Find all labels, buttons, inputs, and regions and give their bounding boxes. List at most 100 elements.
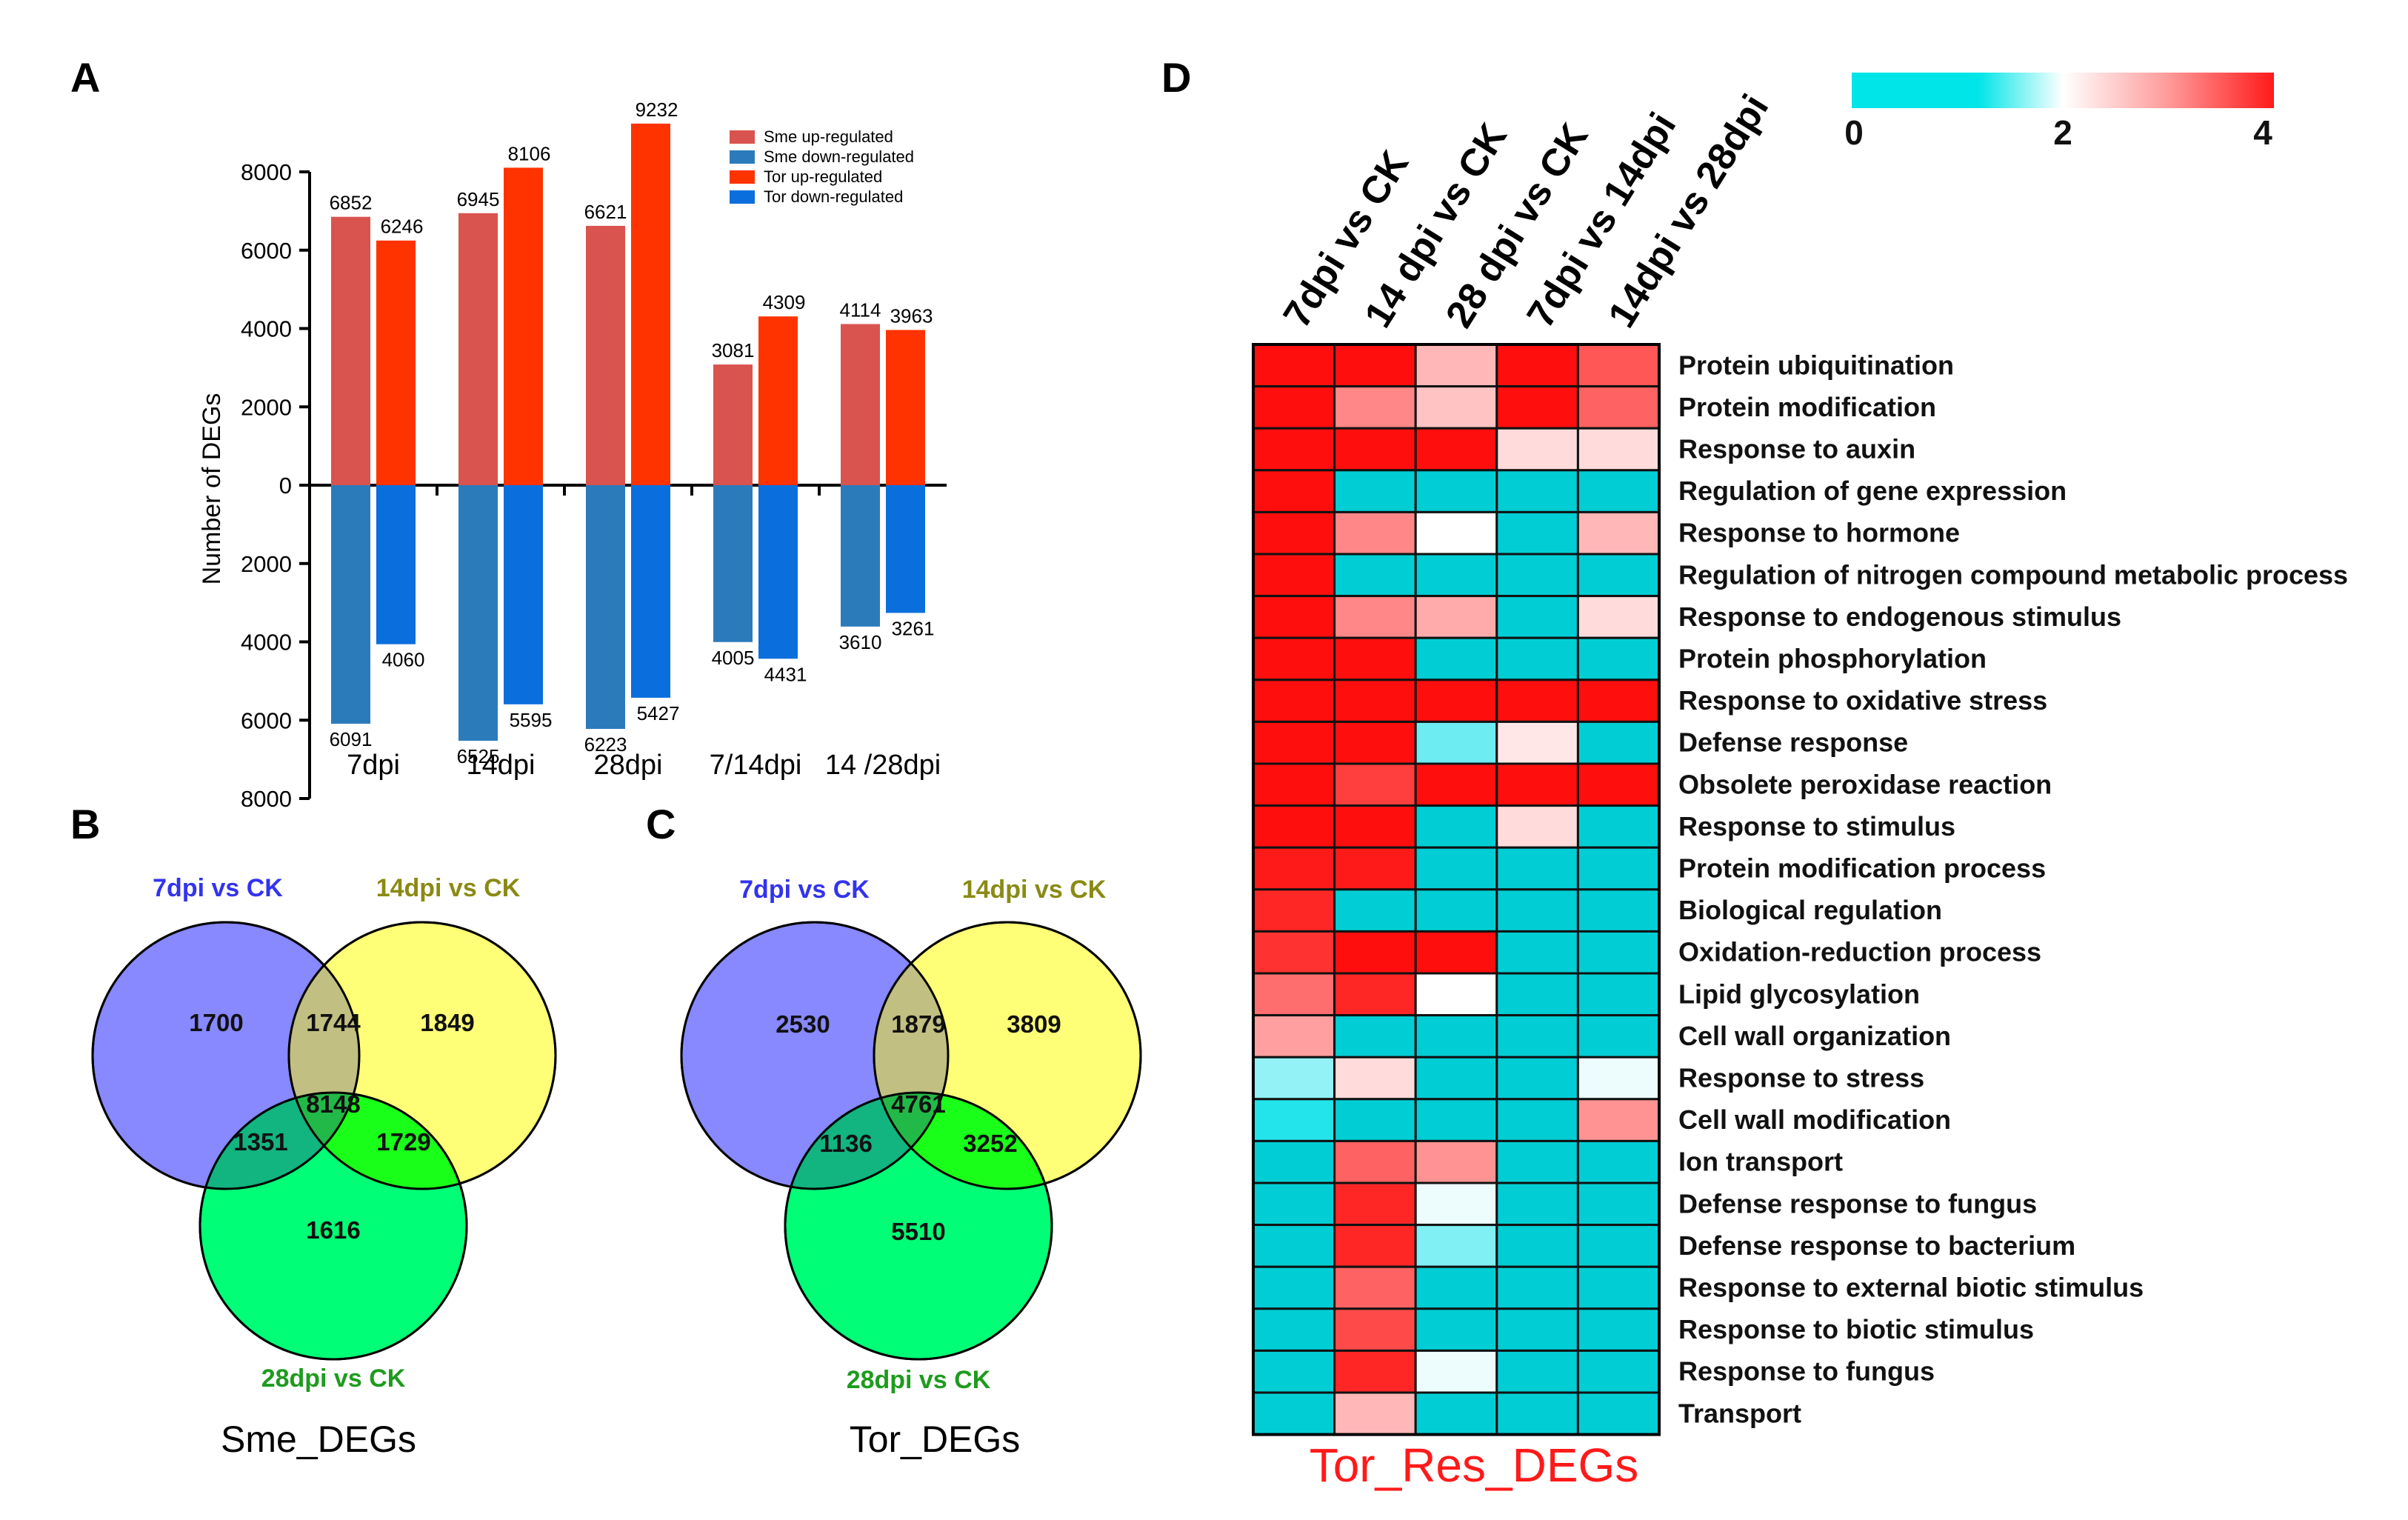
heatmap-cell (1252, 930, 1336, 975)
heatmap-cell (1414, 1056, 1498, 1101)
bar-sme-up (841, 324, 880, 485)
heatmap-cell (1414, 553, 1498, 598)
heatmap-cell (1576, 804, 1661, 849)
heatmap-row-label: Lipid glycosylation (1678, 979, 1920, 1009)
heatmap-row-label: Response to external biotic stimulus (1678, 1273, 2144, 1303)
heatmap-row-label: Transport (1678, 1398, 1801, 1428)
heatmap-cell (1576, 385, 1661, 430)
overlap-shape (289, 1093, 467, 1189)
heatmap-cell (1252, 553, 1336, 598)
panel-d-letter: D (1161, 54, 1191, 101)
heatmap-cell (1414, 469, 1498, 513)
heatmap-cell (1495, 595, 1579, 639)
panel-b-letter: B (70, 801, 100, 847)
heatmap-cell (1414, 427, 1498, 472)
heatmap-cell (1252, 888, 1336, 933)
heatmap-cell (1333, 1014, 1417, 1059)
heatmap-cell (1252, 1098, 1336, 1142)
heatmap-cell (1495, 469, 1579, 513)
heatmap-cell (1414, 846, 1498, 891)
heatmap-cell (1333, 343, 1417, 388)
heatmap-cell (1252, 720, 1336, 765)
overlap-shape (785, 1093, 948, 1189)
venn-c-only-7dpi: 2530 (776, 1010, 830, 1038)
heatmap-cell (1414, 1307, 1498, 1352)
heatmap-cell (1414, 720, 1498, 765)
heatmap-cell (1333, 1181, 1417, 1227)
heatmap-cell (1495, 343, 1579, 388)
bar-tor-up (631, 123, 670, 485)
overlap-7dpi-28dpi (200, 1093, 359, 1189)
heatmap-cell (1333, 1056, 1417, 1101)
heatmap-row-label: Response to fungus (1678, 1356, 1935, 1387)
heatmap-row-labels: Protein ubiquitination Protein modificati… (1678, 350, 2348, 1428)
legend-swatch (730, 190, 755, 204)
overlap-14dpi-28dpi (874, 1093, 1052, 1189)
heatmap-cell (1414, 930, 1498, 975)
heatmap-row-label: Response to stimulus (1678, 811, 1955, 841)
heatmap-cell (1576, 762, 1661, 807)
venn-b-all-three: 8148 (306, 1090, 360, 1118)
heatmap-cell (1495, 888, 1579, 933)
heatmap-cell (1576, 972, 1661, 1017)
venn-b-7dpi-28dpi: 1351 (233, 1128, 287, 1156)
y-tick-label: 4000 (241, 630, 292, 656)
heatmap-cell (1333, 1098, 1417, 1142)
venn-b-title: Sme_DEGs (221, 1419, 416, 1460)
heatmap-row-label: Cell wall modification (1678, 1104, 1951, 1135)
heatmap-cell (1495, 846, 1579, 891)
venn-b-label-14dpi: 14dpi vs CK (376, 874, 521, 902)
heatmap-cell (1495, 1265, 1579, 1310)
heatmap-cell (1495, 385, 1579, 430)
panel-a-letter: A (70, 54, 100, 101)
bar-tor-down (886, 485, 925, 613)
bar-tor-down (758, 485, 798, 659)
heatmap-cell (1333, 510, 1417, 556)
bar-sme-down (586, 485, 625, 730)
heatmap-cell (1414, 1265, 1498, 1310)
heatmap-row-label: Protein phosphorylation (1678, 644, 1987, 674)
heatmap-cell (1333, 469, 1417, 513)
heatmap-cell (1252, 469, 1336, 513)
bar-sme-up (586, 225, 625, 485)
overlap-shape (874, 1093, 1052, 1189)
heatmap-cell (1333, 595, 1417, 639)
heatmap-row-label: Oxidation-reduction process (1678, 937, 2041, 967)
heatmap-cell (1414, 972, 1498, 1017)
heatmap-cell (1495, 1181, 1579, 1227)
heatmap-row-label: Defense response (1678, 727, 1908, 758)
heatmap-cell (1414, 1391, 1498, 1436)
heatmap-row-label: Defense response to bacterium (1678, 1230, 2075, 1261)
heatmap-cell (1333, 720, 1417, 765)
heatmap-cell (1576, 679, 1661, 723)
bar-tor-down (376, 485, 416, 644)
heatmap-row-label: Cell wall organization (1678, 1021, 1951, 1051)
heatmap-cell (1252, 1391, 1336, 1436)
heatmap-cell (1333, 1224, 1417, 1268)
heatmap-row-label: Defense response to fungus (1678, 1188, 2037, 1219)
bar-label-sme-down: 4005 (712, 647, 755, 669)
heatmap-cell (1576, 469, 1661, 513)
heatmap-cells (1252, 343, 1661, 1436)
heatmap-row-label: Response to auxin (1678, 434, 1915, 464)
heatmap-cell (1252, 846, 1336, 891)
venn-c-label-28dpi: 28dpi vs CK (847, 1366, 991, 1394)
heatmap-cell (1414, 888, 1498, 933)
heatmap-cell (1252, 595, 1336, 639)
bar-label-tor-up: 4309 (763, 291, 806, 313)
heatmap-cell (1576, 595, 1661, 639)
bar-sme-down (458, 485, 498, 741)
heatmap-cell (1333, 972, 1417, 1017)
overlap-shape (200, 1093, 359, 1189)
bar-tor-up (504, 167, 543, 485)
bar-sme-down (713, 485, 753, 642)
heatmap-row-label: Protein modification process (1678, 853, 2046, 884)
legend-label: Sme up-regulated (764, 127, 893, 146)
heatmap-cell (1414, 762, 1498, 807)
venn-b-only-7dpi: 1700 (189, 1009, 243, 1036)
heatmap-cell (1333, 888, 1417, 933)
heatmap-cell (1576, 1139, 1661, 1184)
venn-b-only-28dpi: 1616 (306, 1216, 360, 1244)
heatmap-cell (1252, 427, 1336, 472)
